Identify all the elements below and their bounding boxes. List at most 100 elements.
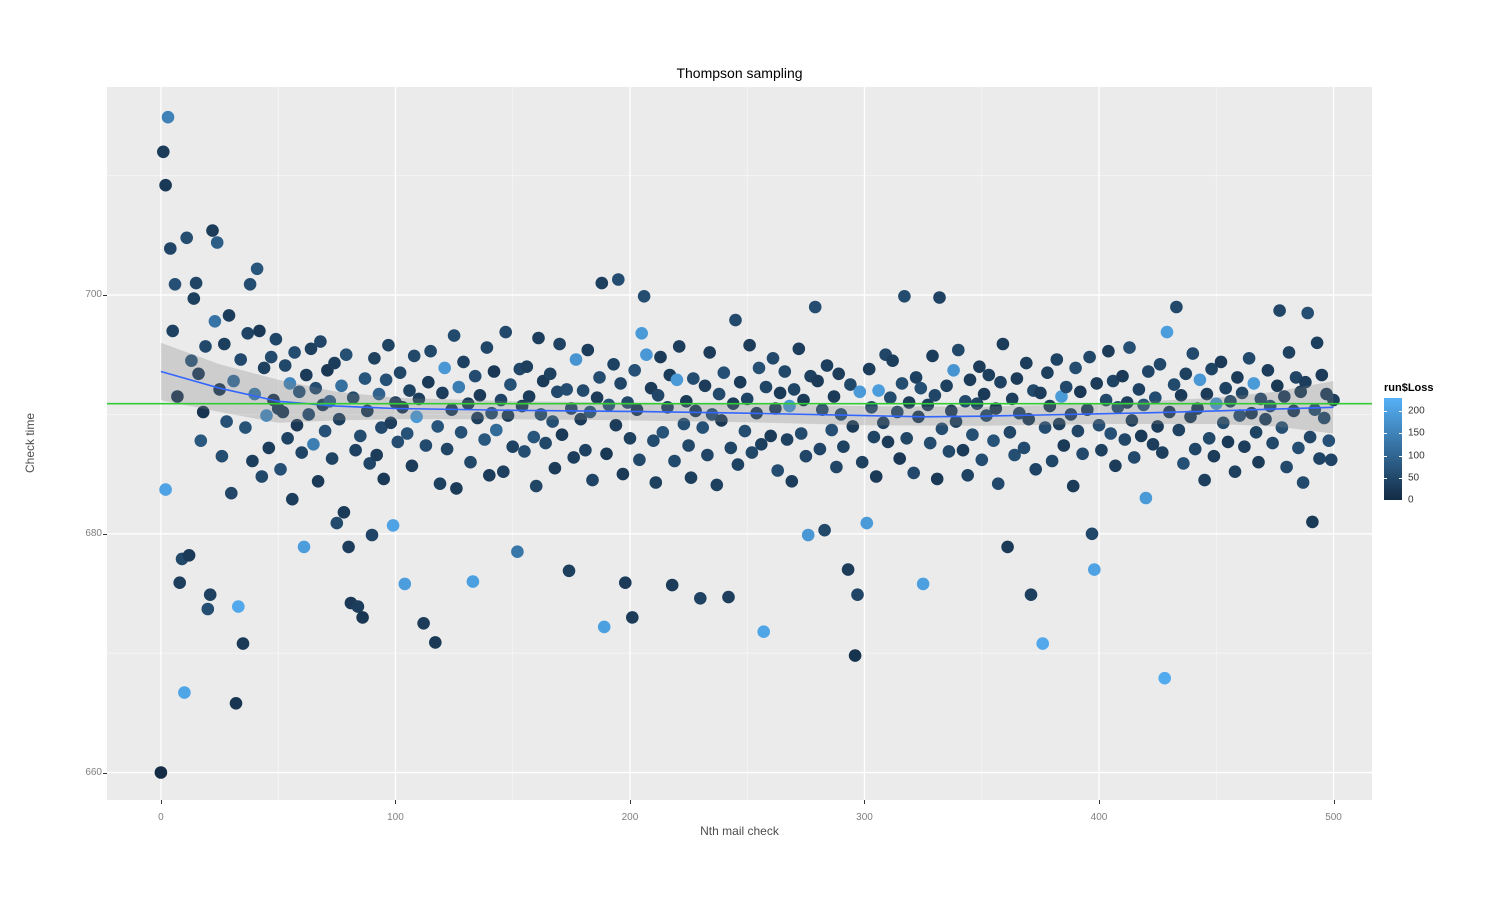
data-point: [309, 381, 322, 395]
data-point: [546, 415, 559, 428]
data-point: [743, 338, 756, 352]
data-point: [1010, 372, 1024, 385]
data-point: [1167, 378, 1181, 391]
data-point: [1066, 479, 1080, 493]
data-point: [1029, 463, 1042, 476]
data-point: [368, 352, 381, 365]
data-point: [583, 405, 597, 419]
data-point: [1205, 362, 1218, 376]
data-point: [1299, 375, 1312, 389]
data-point: [1200, 387, 1214, 401]
data-point: [412, 392, 426, 406]
data-point: [199, 340, 212, 353]
data-point: [314, 335, 327, 348]
data-point: [208, 315, 222, 328]
data-point: [841, 563, 855, 576]
data-point: [1289, 371, 1303, 384]
data-point: [759, 380, 773, 394]
data-point: [403, 384, 416, 397]
data-point: [452, 380, 466, 394]
data-point: [262, 441, 276, 455]
data-point: [328, 356, 341, 370]
data-point: [171, 390, 184, 403]
legend-tick-mark: [1399, 433, 1402, 435]
data-point: [255, 470, 269, 483]
data-point: [532, 331, 545, 345]
data-point: [468, 369, 482, 383]
data-point: [1057, 439, 1071, 452]
data-point: [794, 427, 808, 440]
data-point: [1193, 373, 1207, 387]
data-point: [900, 432, 913, 445]
legend-tick-mark: [1384, 433, 1387, 435]
data-point: [991, 477, 1005, 491]
data-point: [386, 519, 400, 532]
data-point: [830, 460, 843, 474]
data-point: [1106, 374, 1120, 388]
data-point: [234, 353, 247, 366]
data-point: [855, 455, 869, 469]
data-point: [811, 374, 824, 388]
data-point: [178, 686, 191, 699]
data-point: [487, 365, 501, 378]
data-point: [168, 278, 182, 291]
data-point: [1221, 435, 1235, 449]
data-point: [862, 362, 876, 376]
data-point: [1116, 369, 1129, 383]
data-point: [701, 448, 714, 462]
data-point: [940, 379, 953, 393]
data-point: [1184, 410, 1197, 424]
data-point: [694, 592, 707, 605]
y-tick-mark: [103, 533, 107, 535]
data-point: [869, 470, 883, 483]
data-point: [766, 352, 780, 365]
data-point: [1179, 367, 1193, 381]
data-point: [1202, 432, 1216, 445]
data-point: [349, 443, 362, 457]
data-point: [351, 600, 365, 613]
data-point: [1303, 430, 1317, 444]
data-point: [837, 440, 850, 454]
data-point: [1142, 365, 1155, 378]
data-point: [848, 649, 862, 662]
data-point: [210, 236, 224, 249]
data-point: [506, 440, 519, 454]
data-point: [1294, 385, 1307, 399]
data-point: [752, 361, 766, 375]
data-point: [987, 434, 1000, 448]
data-point: [419, 439, 433, 452]
data-point: [872, 384, 885, 397]
data-point: [1207, 449, 1221, 463]
y-axis-title: Check time: [23, 412, 37, 474]
x-tick-mark: [864, 800, 866, 804]
x-tick-label: 100: [387, 812, 404, 823]
data-point: [464, 455, 477, 469]
data-point: [1123, 341, 1136, 354]
data-point: [724, 441, 738, 455]
data-point: [483, 469, 496, 482]
data-point: [994, 375, 1007, 389]
plot-panel: [107, 87, 1372, 800]
data-point: [710, 478, 724, 492]
data-point: [616, 467, 630, 481]
data-point: [1001, 540, 1014, 554]
data-point: [740, 392, 754, 406]
data-point: [1273, 304, 1286, 317]
data-point: [398, 577, 412, 591]
data-point: [696, 421, 709, 434]
data-point: [264, 350, 278, 364]
data-point: [827, 390, 841, 403]
data-point: [1249, 426, 1263, 439]
data-point: [607, 358, 620, 371]
data-point: [884, 391, 897, 405]
data-point: [164, 242, 177, 255]
data-point: [283, 377, 297, 390]
data-point: [825, 423, 838, 437]
legend-tick-mark: [1384, 500, 1387, 501]
data-point: [705, 408, 719, 421]
data-point: [490, 423, 503, 437]
data-point: [916, 577, 930, 591]
data-point: [1038, 421, 1052, 434]
data-point: [297, 540, 311, 554]
legend-tick-label: 200: [1408, 405, 1425, 417]
